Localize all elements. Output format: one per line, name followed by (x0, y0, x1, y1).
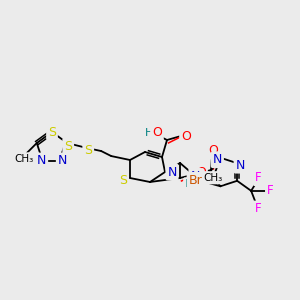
Text: N: N (236, 159, 245, 172)
Text: S: S (84, 144, 92, 157)
Text: F: F (267, 184, 273, 197)
Text: H: H (145, 128, 153, 138)
Text: N: N (167, 166, 177, 178)
Text: O: O (196, 167, 206, 179)
Text: S: S (64, 140, 72, 153)
Text: CH₃: CH₃ (14, 154, 34, 164)
Text: S: S (119, 173, 127, 187)
Text: N: N (213, 153, 222, 166)
Text: CH₃: CH₃ (204, 173, 223, 183)
Text: F: F (255, 202, 261, 215)
Text: H: H (185, 179, 193, 189)
Text: N: N (37, 154, 46, 167)
Text: O: O (152, 127, 162, 140)
Text: F: F (255, 171, 261, 184)
Text: N: N (190, 169, 200, 182)
Text: S: S (48, 125, 56, 139)
Text: N: N (58, 154, 67, 167)
Text: O: O (181, 130, 191, 142)
Text: O: O (208, 145, 218, 158)
Text: Br: Br (188, 174, 202, 187)
